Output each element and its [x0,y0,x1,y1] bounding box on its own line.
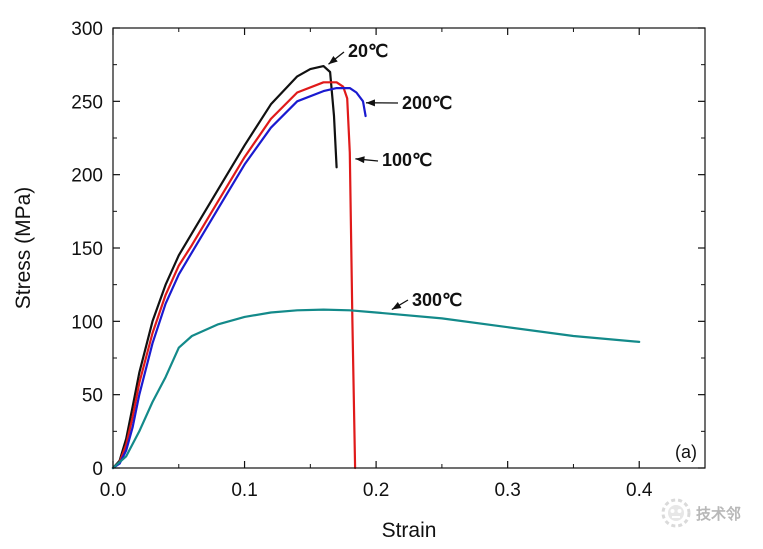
series-line-1 [111,81,357,470]
watermark: 技术邻 [661,498,741,528]
y-tick-label: 250 [71,92,103,113]
annotation-arrow-head [355,156,365,164]
annotation-arrow-head [328,55,338,65]
plot-area [111,64,641,470]
series-line-0 [111,64,338,470]
annotation-label: 100℃ [382,150,432,170]
y-tick-label: 300 [71,19,103,40]
annotation-arrow-head [365,99,375,107]
axes: 0.0 0.1 0.2 0.3 0.4 0 50 100 150 200 250 300 Strain S… [12,19,706,542]
y-tick-label: 0 [92,459,103,480]
watermark-text: 技术邻 [696,505,741,523]
annotation-label: 20℃ [348,41,388,61]
panel-label: (a) [675,442,697,462]
y-tick-label: 150 [71,239,103,260]
x-tick-label: 0.1 [231,480,257,501]
x-tick-label: 0.2 [363,480,389,501]
annotation-arrow-head [391,301,402,310]
x-axis-title: Strain [382,519,437,542]
x-tick-label: 0.3 [494,480,520,501]
annotations: 20℃ 200℃ 100℃ 300℃ [328,41,462,311]
x-tick-label: 0.4 [626,480,653,501]
robot-mascot-icon [661,498,691,528]
annotation-label: 200℃ [402,93,452,113]
series-line-3 [111,308,641,470]
y-axis-title: Stress (MPa) [12,187,35,310]
annotation-label: 300℃ [412,290,462,310]
y-tick-label: 200 [71,166,103,187]
series-line-2 [111,86,367,470]
y-tick-label: 50 [82,386,103,407]
x-tick-label: 0.0 [100,480,126,501]
y-tick-label: 100 [71,312,103,333]
